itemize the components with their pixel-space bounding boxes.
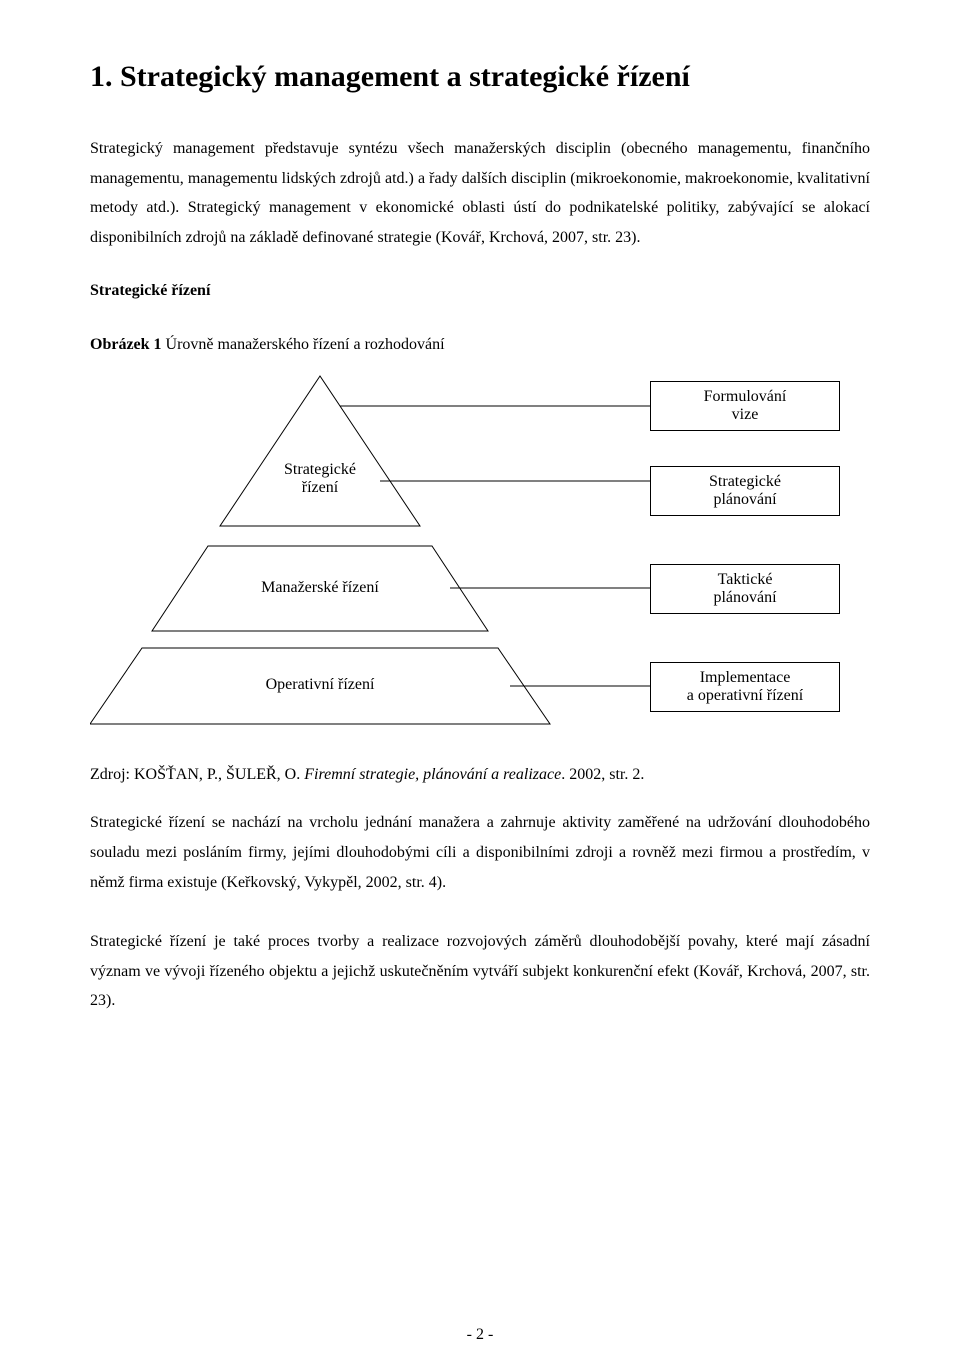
paragraph-2: Strategické řízení se nachází na vrcholu… [90, 808, 870, 897]
pyramid-level-managerial-label: Manažerské řízení [240, 579, 400, 597]
paragraph-intro: Strategický management představuje synté… [90, 134, 870, 252]
page: 1. Strategický management a strategické … [0, 0, 960, 1364]
box-formulace-vize: Formulování vize [650, 381, 840, 431]
source-prefix: Zdroj: KOŠŤAN, P., ŠULEŘ, O. [90, 766, 304, 783]
box-formulace-line2: vize [661, 406, 829, 424]
box-implementace: Implementace a operativní řízení [650, 662, 840, 712]
page-number: - 2 - [0, 1326, 960, 1344]
figure-source: Zdroj: KOŠŤAN, P., ŠULEŘ, O. Firemní str… [90, 766, 870, 784]
pyramid-diagram: Strategické řízení Manažerské řízení Ope… [90, 366, 870, 746]
box-takticke-line2: plánování [661, 589, 829, 607]
box-implementace-line2: a operativní řízení [661, 687, 829, 705]
box-implementace-line1: Implementace [661, 669, 829, 687]
figure-caption: Obrázek 1 Úrovně manažerského řízení a r… [90, 336, 870, 354]
pyramid-level-operative-label: Operativní řízení [240, 676, 400, 694]
section-heading: Strategické řízení [90, 282, 870, 300]
source-suffix: . 2002, str. 2. [561, 766, 644, 783]
paragraph-3: Strategické řízení je také proces tvorby… [90, 927, 870, 1016]
box-takticke-planovani: Taktické plánování [650, 564, 840, 614]
figure-caption-text: Úrovně manažerského řízení a rozhodování [162, 336, 445, 353]
source-italic: Firemní strategie, plánování a realizace [304, 766, 561, 783]
box-takticke-line1: Taktické [661, 571, 829, 589]
box-strategicke-line1: Strategické [661, 473, 829, 491]
pyramid-level-strategic-line1: Strategické řízení [284, 461, 356, 496]
box-strategicke-line2: plánování [661, 491, 829, 509]
pyramid-level-strategic-label: Strategické řízení [270, 461, 370, 497]
page-title: 1. Strategický management a strategické … [90, 60, 870, 94]
box-strategicke-planovani: Strategické plánování [650, 466, 840, 516]
figure-caption-number: Obrázek 1 [90, 336, 162, 353]
box-formulace-line1: Formulování [661, 388, 829, 406]
